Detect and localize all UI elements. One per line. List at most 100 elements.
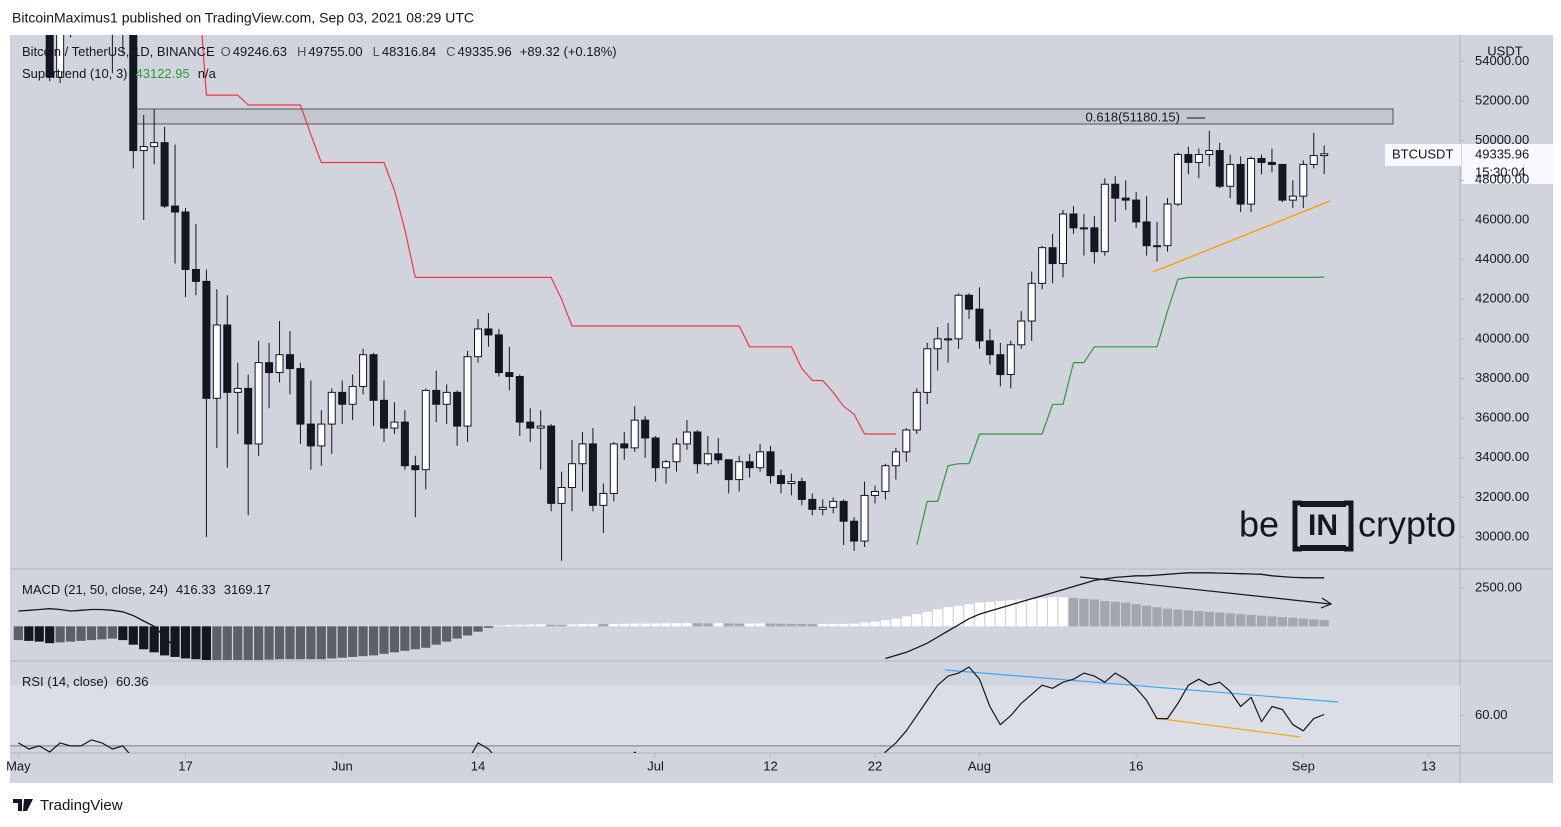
candle-body xyxy=(1006,344,1015,376)
x-tick-label: Jun xyxy=(332,758,353,773)
footer: TradingView xyxy=(13,797,123,814)
candle-body xyxy=(348,385,357,405)
price-pane: 0.618(51180.15) xyxy=(36,0,1394,561)
macd-histogram-bar xyxy=(55,626,65,643)
legend-value: 49246.63 xyxy=(233,44,287,59)
candle-body xyxy=(881,465,890,492)
macd-histogram-bar xyxy=(1183,610,1193,627)
candle-body xyxy=(1320,153,1329,157)
macd-histogram-bar xyxy=(682,623,692,627)
macd-histogram-bar xyxy=(264,626,274,660)
candle-body xyxy=(317,423,326,447)
candle-body xyxy=(641,419,650,439)
macd-histogram-bar xyxy=(536,624,546,627)
candle-body xyxy=(1309,155,1318,165)
candle-body xyxy=(265,362,274,374)
candle-body xyxy=(829,500,838,508)
candle-body xyxy=(139,146,148,152)
candle-body xyxy=(766,451,775,477)
y-tick-label: 54000.00 xyxy=(1475,53,1529,68)
macd-histogram-bar xyxy=(556,624,567,627)
fib-label: 0.618(51180.15) xyxy=(1086,109,1180,124)
macd-histogram-bar xyxy=(97,626,107,640)
macd-histogram-bar xyxy=(201,626,211,660)
candle-body xyxy=(850,520,859,542)
macd-histogram-bar xyxy=(859,622,870,627)
macd-histogram-bar xyxy=(233,626,243,660)
candle-body xyxy=(1090,227,1099,253)
rsi-band xyxy=(10,685,1460,746)
macd-histogram-bar xyxy=(1288,617,1298,627)
macd-legend: MACD (21, 50, close, 24) 416.33 3169.17 xyxy=(22,582,271,597)
candle-body xyxy=(651,437,660,469)
candle-body xyxy=(296,368,305,425)
candle-body xyxy=(536,425,545,429)
macd-histogram-bar xyxy=(995,601,1005,627)
candle-body xyxy=(756,451,765,469)
candle-body xyxy=(421,389,430,471)
candle-body xyxy=(1111,183,1120,199)
macd-histogram-bar xyxy=(755,623,765,627)
indicator-status: n/a xyxy=(198,66,217,81)
candle-body xyxy=(338,391,347,405)
rsi-legend: RSI (14, close) 60.36 xyxy=(22,674,149,689)
macd-histogram-bar xyxy=(128,626,138,645)
candle-body xyxy=(411,465,420,471)
macd-histogram-bar xyxy=(76,626,86,641)
macd-histogram-bar xyxy=(1246,614,1256,627)
macd-histogram-bar xyxy=(619,623,629,627)
candle-body xyxy=(1278,163,1287,201)
macd-pane xyxy=(13,572,1333,660)
macd-histogram-bar xyxy=(661,623,671,627)
macd-histogram-bar xyxy=(13,626,23,641)
candle-body xyxy=(1017,320,1026,346)
legend: Bitcoin / TetherUS, 1D, BINANCE O 49246.63… xyxy=(22,44,617,689)
macd-histogram-bar xyxy=(327,626,337,659)
macd-histogram-bar xyxy=(953,605,964,627)
y-tick-label: 34000.00 xyxy=(1475,449,1529,464)
candle-body xyxy=(776,475,785,485)
macd-histogram-bar xyxy=(797,624,807,627)
candle-body xyxy=(630,419,639,449)
macd-line xyxy=(18,572,1325,660)
candle-body xyxy=(1236,163,1245,205)
macd-histogram-bar xyxy=(160,626,170,656)
macd-histogram-bar xyxy=(964,604,974,627)
candle-body xyxy=(609,443,618,494)
indicator-value: 43122.95 xyxy=(136,66,190,81)
macd-histogram-bar xyxy=(45,626,55,644)
candle-body xyxy=(212,324,221,399)
y-tick-label: 40000.00 xyxy=(1475,330,1529,345)
candle-body xyxy=(944,338,953,341)
support-trendline xyxy=(1152,200,1331,273)
candle-body xyxy=(1226,163,1235,187)
macd-histogram-bar xyxy=(24,626,34,641)
bar-countdown: 15:30:04 xyxy=(1475,164,1526,179)
last-price: 49335.96 xyxy=(1475,146,1529,161)
macd-histogram-bar xyxy=(828,623,838,627)
macd-histogram-bar xyxy=(410,626,420,650)
macd-histogram-bar xyxy=(933,609,943,627)
logo-text: crypto xyxy=(1358,504,1456,545)
macd-histogram-bar xyxy=(295,626,306,660)
macd-histogram-bar xyxy=(1215,612,1225,627)
watermark-logo: be IN crypto xyxy=(1239,500,1456,552)
legend-change: +89.32 (+0.18%) xyxy=(520,44,617,59)
candle-body xyxy=(390,421,399,429)
candle-body xyxy=(1048,247,1057,265)
macd-histogram-bar xyxy=(891,618,901,627)
candle-body xyxy=(1079,227,1088,230)
candle-body xyxy=(233,387,242,393)
candle-body xyxy=(36,0,43,10)
macd-histogram-bar xyxy=(483,626,494,628)
macd-histogram-bar xyxy=(452,626,462,639)
macd-histogram-bar xyxy=(598,624,608,627)
macd-histogram-bar xyxy=(1006,600,1016,627)
candle-body xyxy=(985,340,994,356)
legend-value: 48316.84 xyxy=(382,44,436,59)
candle-body xyxy=(954,294,963,340)
rsi-line xyxy=(18,666,1325,753)
macd-histogram-bar xyxy=(880,620,891,627)
